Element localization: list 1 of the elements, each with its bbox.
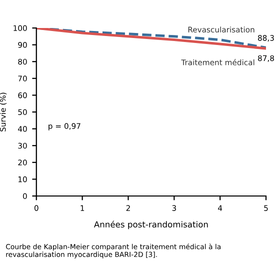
- x-axis-title: Années post-randomisation: [94, 220, 208, 230]
